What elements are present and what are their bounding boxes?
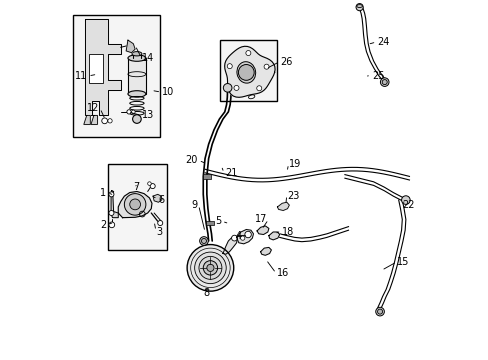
- Circle shape: [194, 252, 226, 284]
- Polygon shape: [223, 237, 237, 254]
- Circle shape: [158, 221, 163, 226]
- Polygon shape: [236, 229, 253, 244]
- Polygon shape: [85, 19, 121, 116]
- Circle shape: [240, 236, 244, 240]
- Circle shape: [401, 196, 409, 204]
- Polygon shape: [118, 192, 152, 218]
- Text: 9: 9: [191, 200, 198, 210]
- Circle shape: [147, 182, 151, 185]
- Text: 3: 3: [156, 227, 163, 237]
- Ellipse shape: [128, 55, 145, 61]
- Polygon shape: [268, 232, 279, 240]
- Ellipse shape: [237, 62, 255, 83]
- Bar: [107, 164, 167, 250]
- Circle shape: [126, 110, 131, 114]
- Text: 7: 7: [133, 182, 139, 192]
- Circle shape: [256, 86, 261, 91]
- Circle shape: [199, 237, 208, 245]
- Circle shape: [233, 85, 239, 90]
- Circle shape: [187, 244, 233, 291]
- Circle shape: [132, 115, 141, 123]
- Circle shape: [264, 64, 268, 69]
- Circle shape: [124, 194, 145, 215]
- Circle shape: [102, 118, 107, 124]
- Circle shape: [375, 307, 384, 316]
- Bar: [220, 40, 276, 101]
- Text: 10: 10: [162, 87, 174, 97]
- Bar: [128, 58, 145, 94]
- Circle shape: [109, 211, 114, 216]
- Circle shape: [231, 235, 237, 241]
- Circle shape: [201, 238, 206, 243]
- Circle shape: [129, 199, 140, 210]
- Text: 20: 20: [185, 155, 198, 165]
- Circle shape: [382, 80, 386, 85]
- Text: 1: 1: [100, 188, 106, 198]
- Circle shape: [150, 184, 155, 189]
- Ellipse shape: [356, 5, 362, 8]
- Polygon shape: [224, 46, 275, 97]
- Circle shape: [131, 110, 135, 114]
- Circle shape: [108, 119, 112, 123]
- Text: 2: 2: [100, 220, 106, 230]
- Text: 4: 4: [235, 231, 241, 240]
- Bar: [88, 54, 102, 83]
- Circle shape: [227, 64, 232, 69]
- Polygon shape: [111, 191, 118, 218]
- Polygon shape: [83, 116, 90, 125]
- Circle shape: [109, 222, 115, 228]
- Polygon shape: [260, 247, 271, 255]
- Bar: [73, 15, 160, 137]
- Circle shape: [380, 78, 388, 86]
- Bar: [203, 174, 210, 179]
- Circle shape: [223, 84, 231, 92]
- Circle shape: [238, 64, 254, 80]
- Circle shape: [206, 264, 214, 271]
- Circle shape: [377, 309, 382, 314]
- Polygon shape: [257, 226, 268, 234]
- Text: 6: 6: [158, 195, 164, 205]
- Text: 8: 8: [203, 288, 209, 298]
- Circle shape: [203, 261, 217, 275]
- Circle shape: [199, 256, 222, 279]
- Text: 26: 26: [280, 57, 292, 67]
- Text: 16: 16: [276, 268, 288, 278]
- Circle shape: [244, 231, 251, 238]
- Ellipse shape: [132, 51, 142, 56]
- Text: 15: 15: [396, 257, 408, 267]
- Text: 5: 5: [215, 216, 221, 226]
- Polygon shape: [277, 202, 289, 211]
- Text: 23: 23: [287, 191, 299, 201]
- Text: 19: 19: [289, 159, 301, 169]
- Bar: [205, 221, 213, 225]
- Circle shape: [245, 50, 250, 55]
- Text: 11: 11: [75, 71, 87, 81]
- Ellipse shape: [128, 91, 145, 97]
- Text: 18: 18: [282, 227, 294, 237]
- Text: 14: 14: [142, 53, 154, 63]
- Polygon shape: [153, 194, 162, 202]
- Text: 17: 17: [255, 215, 267, 224]
- Text: 24: 24: [376, 37, 389, 47]
- Text: 12: 12: [87, 103, 99, 113]
- Text: 21: 21: [224, 168, 237, 178]
- Circle shape: [109, 192, 114, 197]
- Polygon shape: [126, 40, 135, 53]
- Text: 25: 25: [371, 71, 384, 81]
- Text: 22: 22: [402, 200, 414, 210]
- Text: 13: 13: [142, 111, 154, 121]
- Polygon shape: [91, 116, 97, 125]
- Circle shape: [355, 4, 363, 11]
